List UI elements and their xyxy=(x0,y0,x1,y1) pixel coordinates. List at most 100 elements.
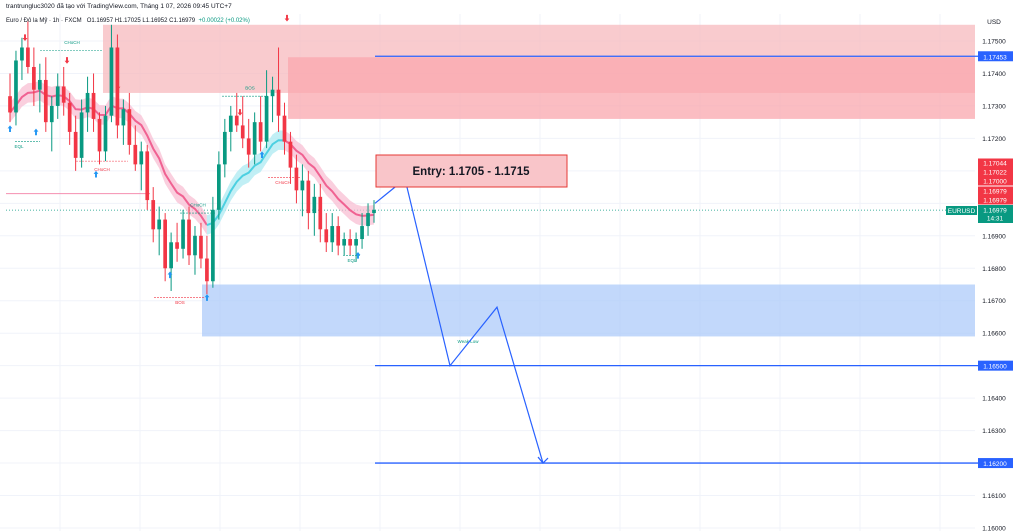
price-badge-label: 1.17044 xyxy=(983,161,1007,168)
ribbon-band-pink-2 xyxy=(284,130,374,226)
candle-body xyxy=(127,109,132,145)
candle-body xyxy=(330,226,335,243)
candle-body xyxy=(163,219,167,269)
candle-body xyxy=(240,125,245,139)
candle-body xyxy=(360,226,364,240)
candle-body xyxy=(79,112,84,158)
buy-arrow xyxy=(204,294,210,301)
candle-body xyxy=(169,242,173,269)
candle-body xyxy=(276,89,281,116)
candle-body xyxy=(193,235,197,256)
level-badge xyxy=(978,51,1013,62)
sell-arrow xyxy=(284,14,290,22)
candle-body xyxy=(133,144,138,165)
axis-tick-label: 1.16900 xyxy=(982,233,1006,240)
ohlc-readout: O1.16957 H1.17025 L1.16952 C1.16979 xyxy=(86,18,196,24)
price-badge xyxy=(978,176,1013,186)
price-badge-label: 1.16979 xyxy=(983,189,1007,196)
axis-tick-label: 1.16800 xyxy=(982,266,1006,273)
price-badge xyxy=(978,158,1013,168)
buy-arrow xyxy=(93,170,99,178)
candle-body xyxy=(109,47,114,116)
candle-body xyxy=(294,167,299,191)
candle-body xyxy=(342,239,347,246)
candle-body xyxy=(222,131,227,165)
candle-body xyxy=(312,196,317,214)
zone-demand xyxy=(202,284,975,337)
countdown-value: 14:31 xyxy=(987,216,1004,223)
price-badge-label: 1.17000 xyxy=(983,179,1007,186)
buy-arrow xyxy=(259,151,265,158)
price-badge xyxy=(978,186,1013,196)
axis-tick-label: 1.16100 xyxy=(982,493,1006,500)
candle-body xyxy=(151,200,156,230)
candle-body xyxy=(91,92,96,119)
candle-body xyxy=(306,180,311,214)
symbol-name[interactable]: Euro / Đô la Mỹ · 1h · FXCM xyxy=(6,18,82,24)
candle-body xyxy=(372,209,376,214)
candle-body xyxy=(288,141,293,168)
buy-arrow xyxy=(33,128,39,136)
candle-body xyxy=(20,47,24,61)
candle-body xyxy=(26,47,30,67)
weak-low-label: Weak Low xyxy=(458,339,480,344)
ribbon-line-pink xyxy=(9,89,208,226)
buy-arrow xyxy=(7,125,13,133)
choch-label-low: CHoCH xyxy=(190,203,206,208)
symbol-badge-label: EURUSD xyxy=(948,208,976,215)
level-badge-label: 1.16500 xyxy=(983,364,1007,371)
candle-body xyxy=(270,89,275,97)
bos-label-high: BOS xyxy=(245,86,255,91)
axis-tick-label: 1.16400 xyxy=(982,396,1006,403)
candle-body xyxy=(205,258,209,282)
candle-body xyxy=(252,122,257,155)
candle-body xyxy=(37,79,42,90)
sell-arrow xyxy=(237,109,243,116)
candle-body xyxy=(336,226,341,246)
change-readout: +0.00022 (+0.02%) xyxy=(198,18,250,24)
axis-tick-label: 1.16000 xyxy=(982,525,1006,531)
candle-body xyxy=(8,96,12,113)
ribbon-line-cyan xyxy=(206,139,285,227)
candle-body xyxy=(318,196,323,230)
symbol-badge xyxy=(946,206,977,215)
current-price-value: 1.16979 xyxy=(983,208,1007,215)
candle-body xyxy=(67,102,72,132)
candle-body xyxy=(121,109,126,126)
candle-body xyxy=(103,115,108,152)
candle-body xyxy=(199,235,203,259)
eql-label-right: EQL xyxy=(347,258,357,263)
eql-label-left: EQL xyxy=(14,144,24,149)
level-badge-label: 1.16200 xyxy=(983,461,1007,468)
candle-body xyxy=(354,239,358,246)
bos-label-low: BOS xyxy=(175,300,185,305)
sell-arrow xyxy=(64,57,70,64)
price-badge xyxy=(978,167,1013,177)
candle-body xyxy=(264,96,269,142)
entry-label: Entry: 1.1705 - 1.1715 xyxy=(413,166,531,178)
candle-body xyxy=(258,122,263,142)
axis-tick-label: 1.17500 xyxy=(982,39,1006,46)
current-price-badge xyxy=(978,205,1013,223)
candle-body xyxy=(282,115,287,142)
candle-body xyxy=(181,219,185,249)
candle-body xyxy=(145,151,150,201)
candle-body xyxy=(324,229,329,243)
candle-body xyxy=(55,86,60,106)
ribbon-line-pink-2 xyxy=(283,139,375,217)
zone-supply-lower xyxy=(288,57,975,119)
symbol-bar: Euro / Đô la Mỹ · 1h · FXCM O1.16957 H1.… xyxy=(6,18,250,24)
sell-arrow xyxy=(115,83,121,90)
candle-body xyxy=(61,86,66,103)
level-badge xyxy=(978,458,1013,469)
candle-body xyxy=(175,242,179,249)
candle-body xyxy=(187,219,191,256)
price-badge-label: 1.17022 xyxy=(983,170,1007,177)
candle-body xyxy=(73,131,78,158)
projection-arrowhead xyxy=(537,456,549,464)
candle-body xyxy=(366,213,370,227)
level-badge-label: 1.17453 xyxy=(983,54,1007,61)
buy-arrow xyxy=(355,252,361,259)
